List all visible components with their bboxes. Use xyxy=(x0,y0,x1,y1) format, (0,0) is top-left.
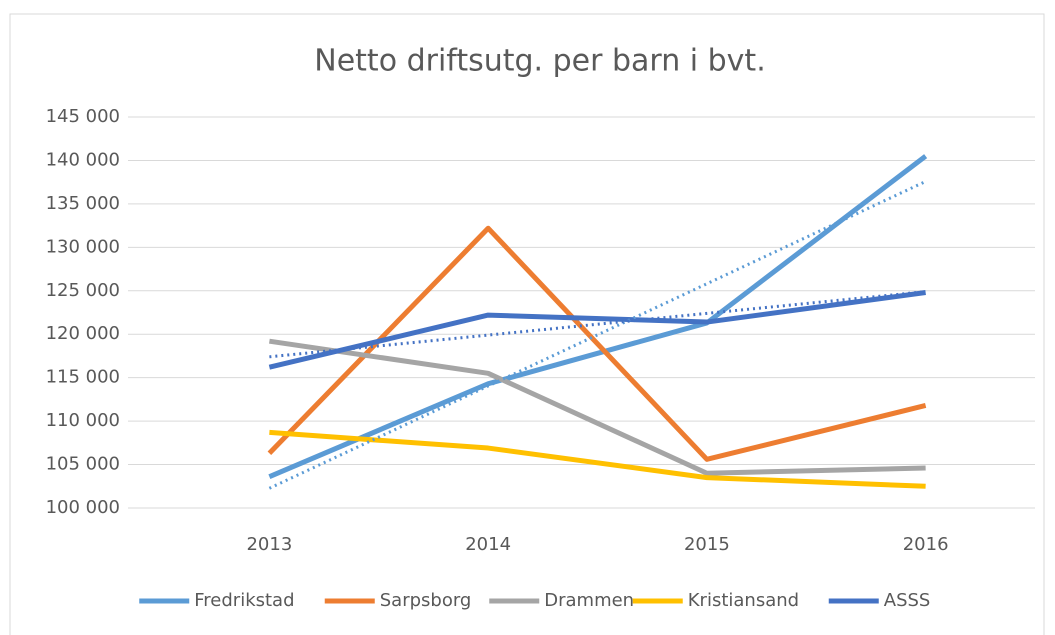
line-series xyxy=(268,154,928,480)
legend-label: ASSS xyxy=(884,590,931,611)
legend-label: Fredrikstad xyxy=(194,590,294,611)
line-series xyxy=(269,429,926,489)
legend-label: Drammen xyxy=(544,590,634,611)
y-tick-label: 100 000 xyxy=(46,497,120,518)
legend-label: Kristiansand xyxy=(688,590,799,611)
chart-title: Netto driftsutg. per barn i bvt. xyxy=(314,44,765,79)
y-tick-label: 120 000 xyxy=(46,323,120,344)
y-tick-label: 125 000 xyxy=(46,280,120,301)
chart-frame xyxy=(9,13,1045,635)
y-tick-label: 140 000 xyxy=(46,149,120,170)
y-tick-label: 115 000 xyxy=(46,367,120,388)
x-tick-label: 2013 xyxy=(246,534,292,555)
y-tick-label: 110 000 xyxy=(46,410,120,431)
legend-label: Sarpsborg xyxy=(380,590,472,611)
y-tick-label: 130 000 xyxy=(46,236,120,257)
x-tick-label: 2014 xyxy=(465,534,511,555)
y-tick-label: 135 000 xyxy=(46,193,120,214)
x-tick-label: 2015 xyxy=(684,534,730,555)
line-series xyxy=(268,290,926,370)
trendline xyxy=(268,180,927,490)
trendline xyxy=(269,290,926,359)
x-tick-label: 2016 xyxy=(903,534,949,555)
line-series xyxy=(269,338,926,476)
y-tick-label: 105 000 xyxy=(46,454,120,475)
y-tick-label: 145 000 xyxy=(46,106,120,127)
